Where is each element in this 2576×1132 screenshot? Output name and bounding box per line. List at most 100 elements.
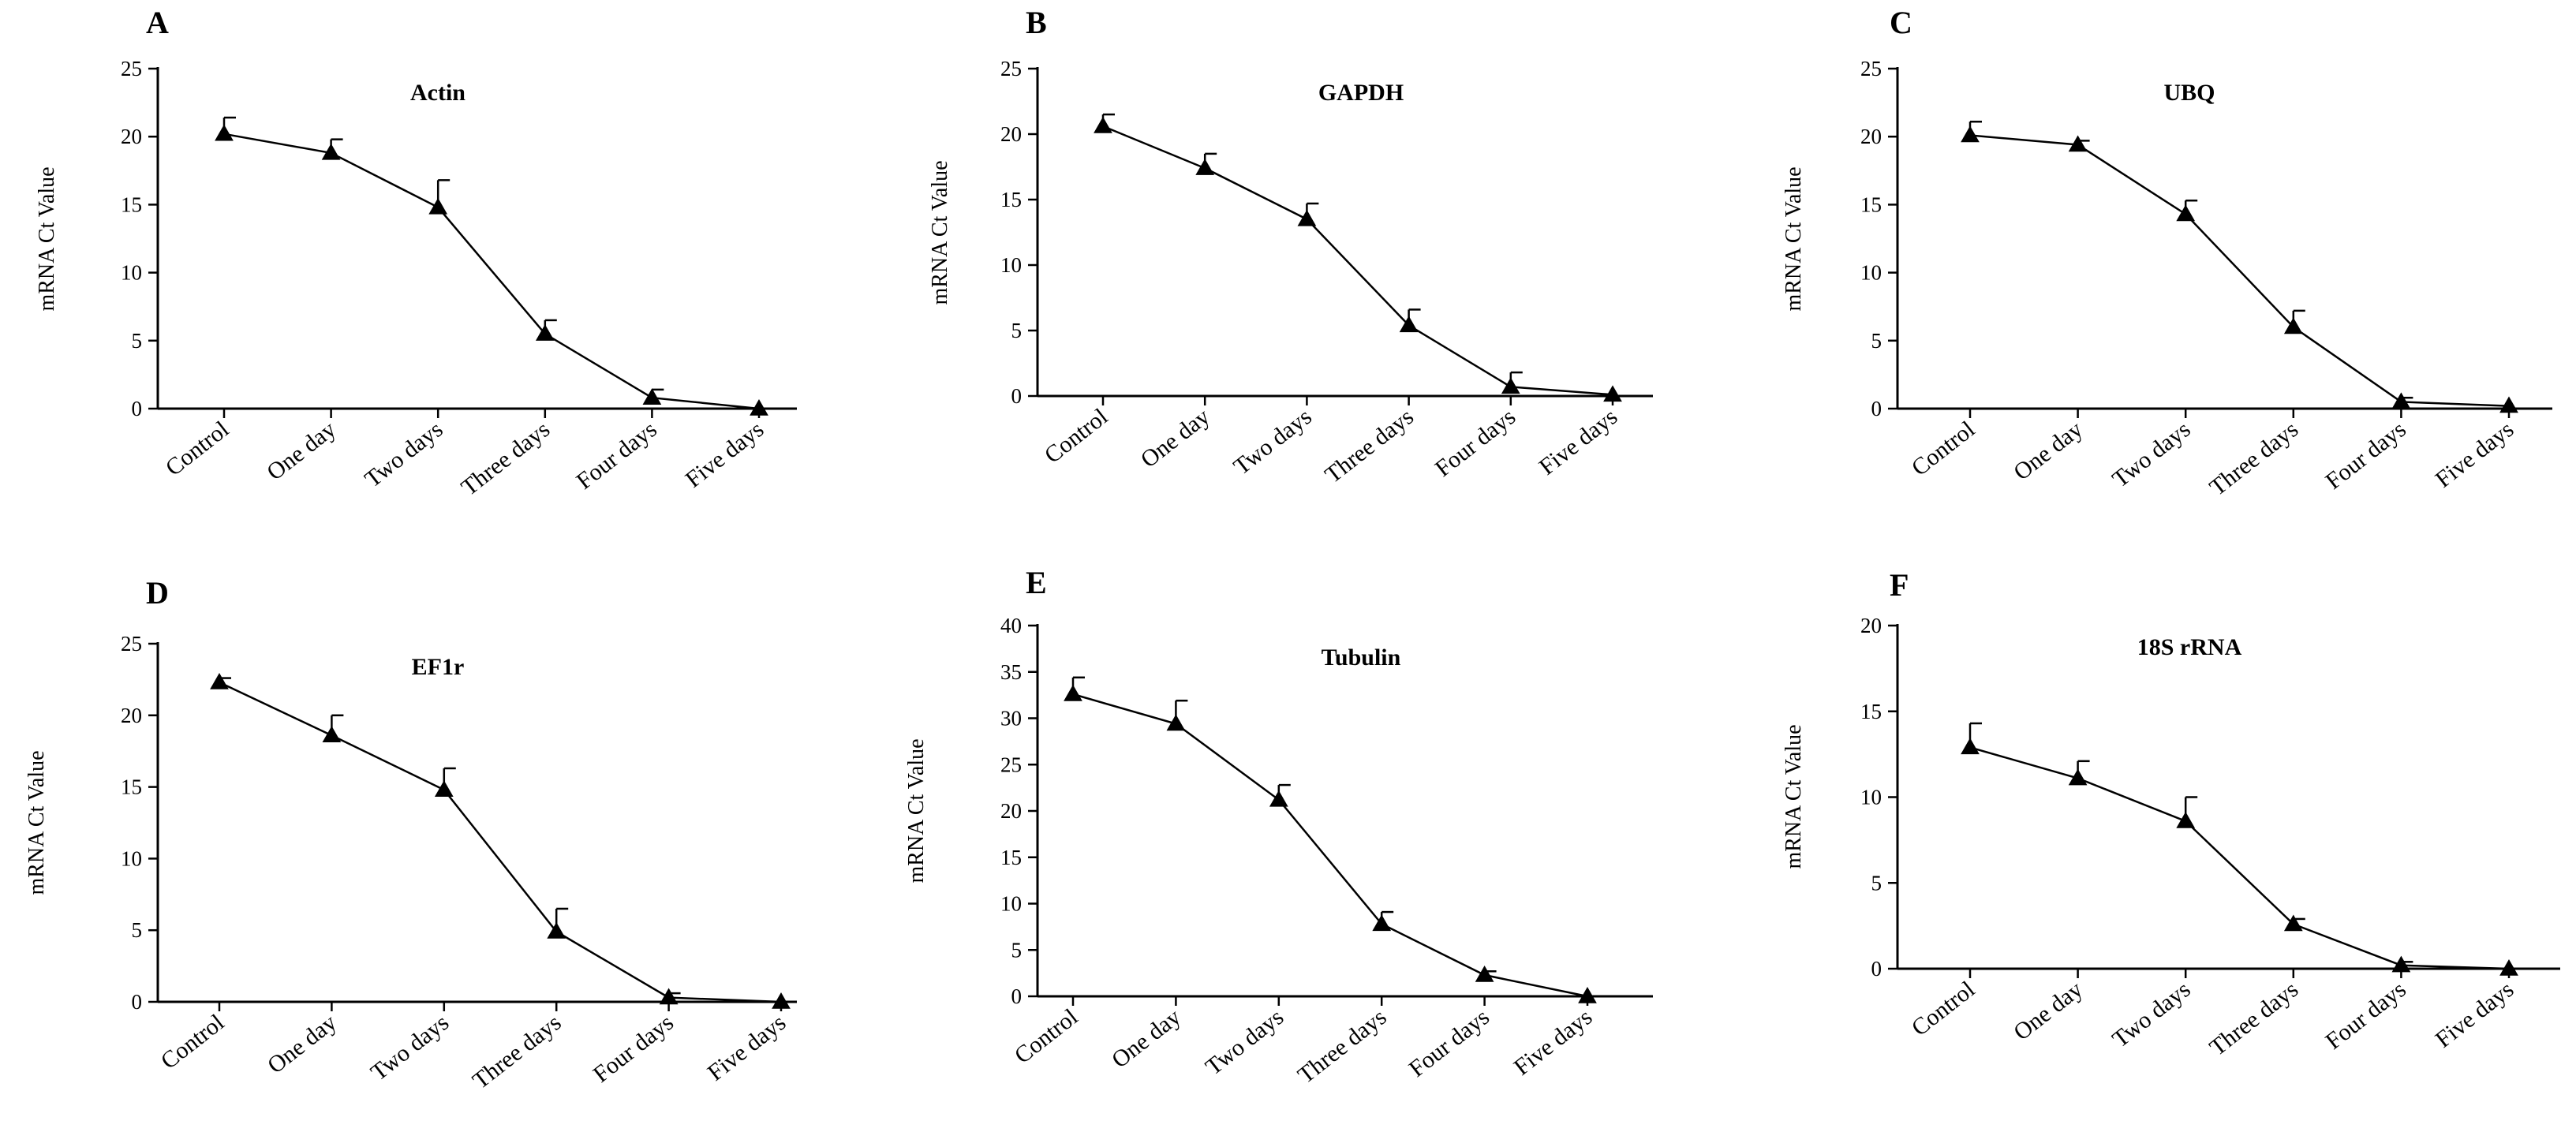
chart-panel-a: A Actin mRNA Ct Value 0 5 10 15 20 25 Control One … <box>35 5 797 501</box>
data-point <box>428 197 448 215</box>
data-point <box>210 673 229 689</box>
y-axis-title: mRNA Ct Value <box>904 738 929 883</box>
x-category-label: One day <box>2009 417 2088 486</box>
chart-title: GAPDH <box>1318 80 1404 106</box>
y-tick-label: 10 <box>1860 786 1882 809</box>
x-category-label: Three days <box>2204 977 2303 1062</box>
x-category-label: Three days <box>1293 1004 1392 1089</box>
data-point <box>1961 738 1980 755</box>
data-point <box>2068 768 2088 786</box>
data-point <box>215 124 234 141</box>
x-category-label: One day <box>1107 1004 1186 1074</box>
panel-letter: B <box>1026 5 1047 40</box>
data-point <box>2283 317 2303 334</box>
x-category-label: Three days <box>1320 404 1419 489</box>
panel-letter: F <box>1890 567 1909 603</box>
chart-panel-f: F 18S rRNA mRNA Ct Value 0 5 10 15 20 Control One… <box>1782 567 2560 1061</box>
y-tick-label: 35 <box>1000 660 1022 684</box>
y-tick-label: 5 <box>1871 329 1882 353</box>
data-point <box>2176 811 2196 828</box>
y-tick-label: 15 <box>121 192 142 216</box>
y-tick-label: 15 <box>1000 188 1022 211</box>
y-tick-label: 0 <box>1011 984 1023 1008</box>
data-point <box>322 726 342 742</box>
x-category-label: Four days <box>589 1010 679 1088</box>
series-line <box>219 681 782 1003</box>
data-point <box>1195 159 1215 175</box>
x-category-label: One day <box>263 1010 342 1079</box>
y-tick-label: 0 <box>1871 397 1882 420</box>
data-point <box>1578 986 1597 1003</box>
data-point <box>1961 125 1980 143</box>
x-category-label: Five days <box>2431 977 2519 1053</box>
panel-letter: E <box>1026 565 1047 600</box>
x-category-label: One day <box>262 417 341 486</box>
data-point <box>1603 385 1622 402</box>
x-category-label: Control <box>1040 404 1113 469</box>
x-category-label: Control <box>1907 977 1980 1041</box>
series-line <box>1072 693 1588 998</box>
x-category-label: Two days <box>360 417 447 493</box>
data-point <box>434 780 454 797</box>
x-category-label: One day <box>1136 404 1215 473</box>
data-point <box>2499 396 2518 413</box>
data-point <box>1372 914 1392 932</box>
x-category-label: Three days <box>468 1010 566 1095</box>
data-point <box>2176 204 2196 222</box>
data-point <box>2283 914 2303 932</box>
chart-panel-b: B GAPDH mRNA Ct Value 0 5 10 15 20 25 Control One … <box>928 5 1653 488</box>
y-axis-title: mRNA Ct Value <box>1782 166 1806 311</box>
y-tick-label: 5 <box>132 329 143 353</box>
x-category-label: Five days <box>2431 417 2519 493</box>
chart-title: UBQ <box>2163 80 2215 106</box>
chart-title: Tubulin <box>1322 644 1401 671</box>
x-category-label: Two days <box>1228 404 1316 480</box>
x-category-label: Four days <box>1430 404 1520 482</box>
y-axis-title: mRNA Ct Value <box>24 750 49 895</box>
y-axis-title: mRNA Ct Value <box>1782 724 1806 869</box>
y-tick-label: 20 <box>1860 614 1882 637</box>
y-tick-label: 20 <box>1860 125 1882 148</box>
x-category-label: Five days <box>703 1010 791 1086</box>
y-tick-label: 25 <box>121 57 142 80</box>
data-point <box>1094 117 1112 133</box>
y-tick-label: 0 <box>1871 957 1882 981</box>
x-category-label: One day <box>2009 977 2088 1046</box>
y-tick-label: 25 <box>121 632 142 656</box>
y-tick-label: 10 <box>1000 892 1022 916</box>
chart-panel-c: C UBQ mRNA Ct Value 0 5 10 15 20 25 Control One da… <box>1782 5 2552 501</box>
y-tick-label: 5 <box>132 918 143 942</box>
data-point <box>642 388 662 405</box>
chart-panel-d: D EF1r mRNA Ct Value 0 5 10 15 20 25 Control One d… <box>24 575 797 1094</box>
data-point <box>1501 377 1520 394</box>
x-category-label: Two days <box>366 1010 454 1086</box>
y-tick-label: 10 <box>1860 261 1882 285</box>
y-tick-label: 15 <box>1860 700 1882 723</box>
chart-title: EF1r <box>412 654 465 680</box>
data-point <box>2391 392 2411 409</box>
x-category-label: Two days <box>1201 1004 1288 1081</box>
x-category-label: Three days <box>2204 417 2303 502</box>
x-category-label: Four days <box>1404 1004 1494 1082</box>
y-tick-label: 15 <box>1860 192 1882 216</box>
x-category-label: Two days <box>2107 417 2195 493</box>
data-point <box>535 324 555 341</box>
y-tick-label: 10 <box>121 846 142 870</box>
data-point <box>1475 965 1494 982</box>
x-category-label: Control <box>161 417 234 481</box>
y-tick-label: 5 <box>1871 871 1882 895</box>
data-point <box>1269 790 1288 807</box>
series-line <box>1969 134 2510 407</box>
y-tick-label: 40 <box>1000 614 1022 637</box>
y-tick-label: 25 <box>1860 57 1882 80</box>
y-tick-label: 25 <box>1000 753 1022 776</box>
data-point <box>750 398 768 416</box>
x-category-label: Four days <box>2320 977 2410 1055</box>
data-point <box>2391 955 2411 973</box>
chart-panel-e: E Tubulin mRNA Ct Value 0 5 10 15 20 25 30 35 40 Con… <box>904 565 1653 1089</box>
x-category-label: Two days <box>2107 977 2195 1053</box>
x-category-label: Control <box>156 1010 230 1074</box>
y-tick-label: 0 <box>1011 384 1023 408</box>
chart-title: Actin <box>410 80 465 106</box>
series-line <box>223 133 760 410</box>
